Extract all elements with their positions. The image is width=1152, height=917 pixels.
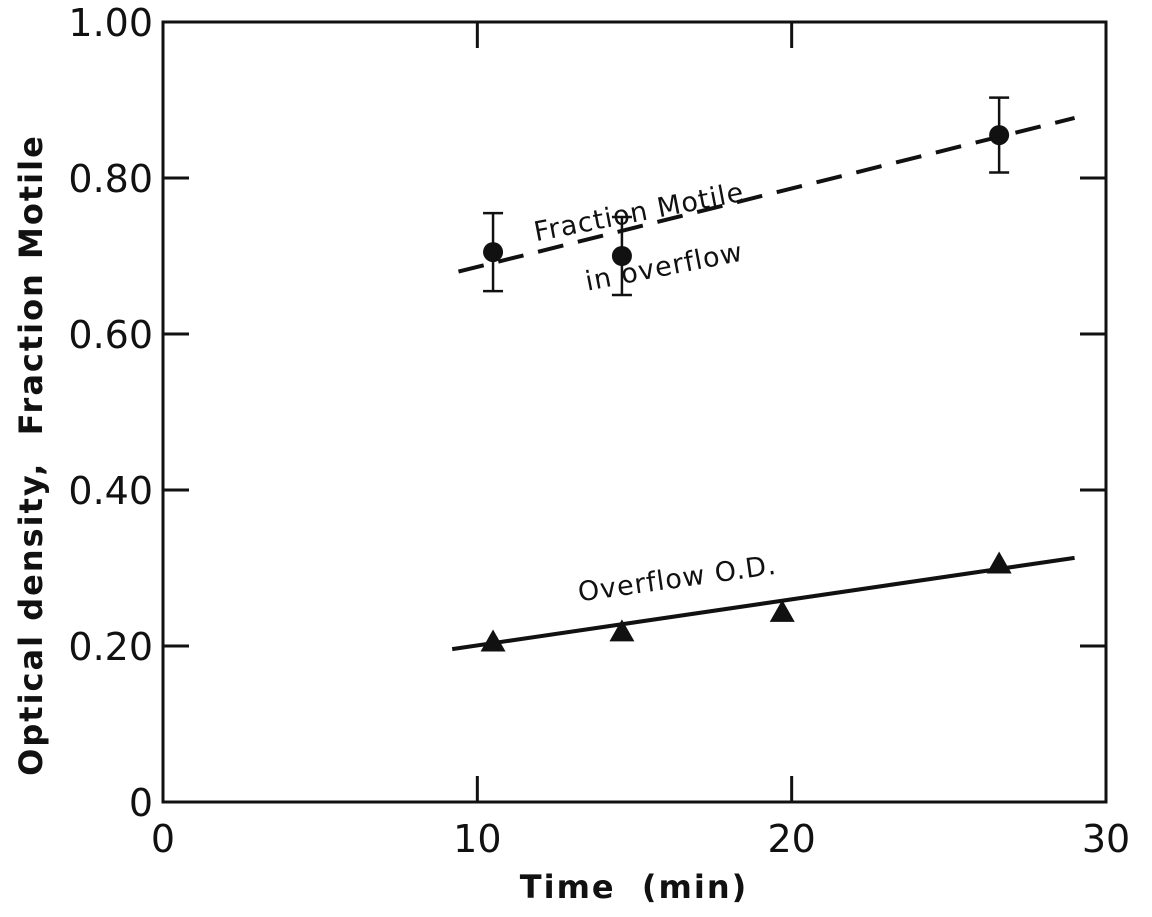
data-point <box>989 125 1010 146</box>
x-tick-label: 10 <box>453 817 501 861</box>
ticks <box>163 22 1106 802</box>
data-markers <box>480 125 1012 652</box>
fit-lines <box>451 115 1076 652</box>
y-tick-label: 1.00 <box>68 1 153 45</box>
data-point <box>769 599 795 622</box>
y-tick-label: 0.60 <box>68 313 153 357</box>
data-point <box>483 242 504 263</box>
x-tick-label: 30 <box>1082 817 1130 861</box>
x-axis-title: Time (min) <box>520 868 748 906</box>
plot-frame <box>161 20 1108 804</box>
y-axis-title: Optical density, Fraction Motile <box>12 134 50 776</box>
data-point <box>986 551 1012 574</box>
x-tick-label: 0 <box>151 817 175 861</box>
fit-line <box>457 115 1076 274</box>
x-tick-label: 20 <box>767 817 815 861</box>
annotation: Overflow O.D. <box>576 550 779 609</box>
fit-line <box>451 555 1075 652</box>
annotation: in overflow <box>583 237 746 298</box>
y-tick-label: 0.80 <box>68 157 153 201</box>
y-tick-label: 0.40 <box>68 469 153 513</box>
data-point <box>480 629 506 652</box>
data-point <box>609 619 635 642</box>
error-bars <box>483 96 1010 297</box>
tick-labels: 0 10 20 30 0 0.20 0.40 0.60 0.80 1.00 <box>68 1 1130 861</box>
y-tick-label: 0 <box>129 781 153 825</box>
data-point <box>611 246 632 266</box>
y-tick-label: 0.20 <box>68 625 153 669</box>
annotation: Fraction Motile <box>531 177 746 248</box>
axes <box>161 20 1108 804</box>
